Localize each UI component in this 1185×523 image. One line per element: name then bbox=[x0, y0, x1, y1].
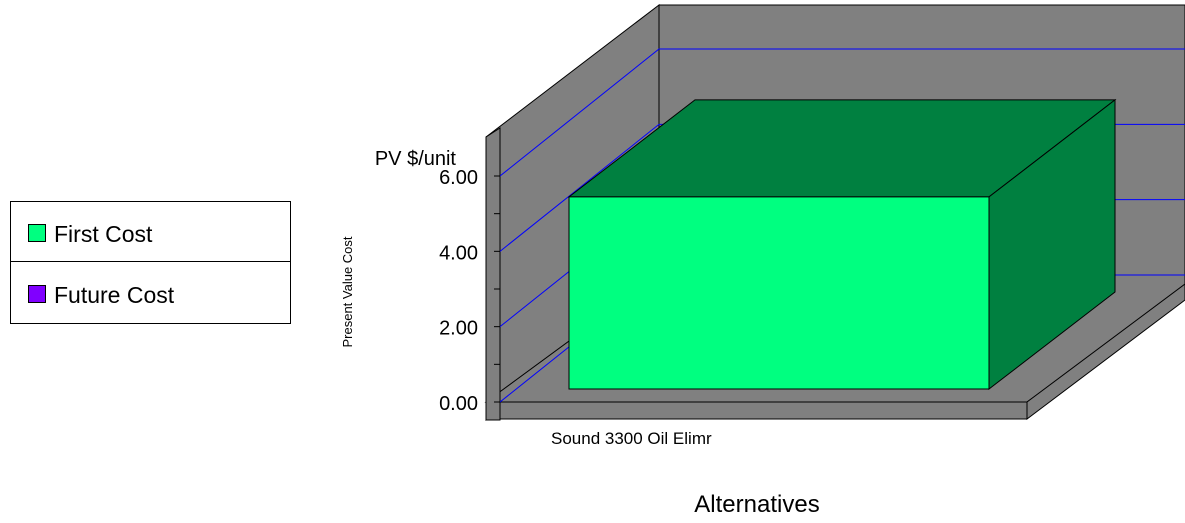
bar-first-cost bbox=[568, 196, 990, 390]
legend-label-future-cost: Future Cost bbox=[54, 282, 175, 308]
y-tick-label: 2.00 bbox=[439, 318, 478, 340]
x-axis-title: Alternatives bbox=[694, 491, 819, 518]
legend-item-future-cost: Future Cost bbox=[11, 263, 290, 323]
x-tick-label: Sound 3300 Oil Elimr bbox=[551, 429, 712, 448]
y-tick-label: 0.00 bbox=[439, 393, 478, 415]
y-axis-ticks: 0.00 2.00 4.00 6.00 bbox=[439, 167, 500, 415]
y-axis-strip bbox=[485, 127, 501, 421]
gridline bbox=[499, 48, 1185, 177]
y-axis-title: Present Value Cost bbox=[340, 236, 355, 347]
floor-right-edge bbox=[1026, 283, 1185, 421]
legend-item-first-cost: First Cost bbox=[11, 202, 290, 262]
y-tick-label: 4.00 bbox=[439, 242, 478, 264]
legend-swatch-future-cost bbox=[28, 285, 46, 303]
unit-label: PV $/unit bbox=[375, 148, 457, 170]
legend: First Cost Future Cost bbox=[10, 201, 291, 324]
legend-swatch-first-cost bbox=[28, 224, 46, 242]
floor-front-edge bbox=[485, 401, 1028, 420]
y-tick-label: 6.00 bbox=[439, 167, 478, 189]
legend-label-first-cost: First Cost bbox=[54, 221, 153, 247]
bars bbox=[567, 98, 1117, 391]
